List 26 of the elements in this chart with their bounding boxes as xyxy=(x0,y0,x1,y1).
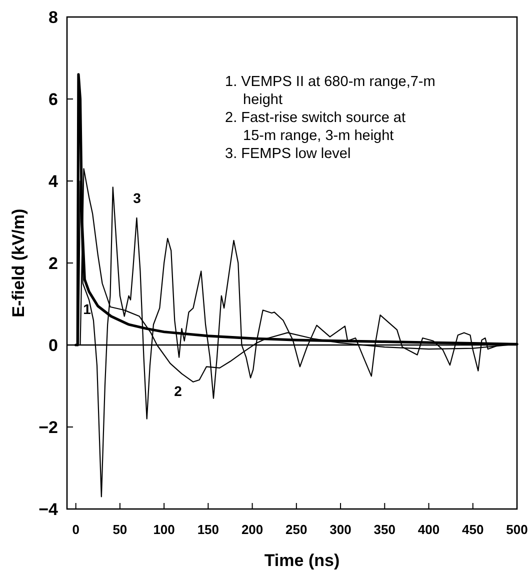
x-tick-label: 300 xyxy=(330,522,352,537)
annotation: 2. Fast-rise switch source at 15-m range, 3-m height xyxy=(225,110,406,144)
y-tick-label: −4 xyxy=(38,500,59,519)
y-tick-label: 2 xyxy=(48,254,58,273)
x-tick-label: 350 xyxy=(374,522,396,537)
x-tick-label: 100 xyxy=(153,522,175,537)
x-tick-label: 150 xyxy=(197,522,220,537)
y-tick-label: 0 xyxy=(48,336,58,355)
y-tick-label: 4 xyxy=(48,172,59,191)
y-tick-label: 6 xyxy=(48,90,58,109)
x-tick-label: 50 xyxy=(112,522,128,537)
annotation: 1. VEMPS II at 680-m range,7-m height xyxy=(225,74,436,108)
x-axis-title: Time (ns) xyxy=(264,551,340,570)
x-tick-label: 500 xyxy=(506,522,528,537)
y-tick-label: 8 xyxy=(48,8,58,27)
x-tick-label: 200 xyxy=(241,522,264,537)
y-tick-label: −2 xyxy=(38,418,58,437)
annotation: 2 xyxy=(174,383,182,399)
x-tick-label: 400 xyxy=(418,522,440,537)
y-axis-title: E-field (kV/m) xyxy=(9,208,28,318)
annotation: 3. FEMPS low level xyxy=(225,146,351,162)
x-tick-label: 450 xyxy=(462,522,484,537)
x-tick-label: 250 xyxy=(286,522,308,537)
annotation: 1 xyxy=(83,301,92,317)
x-tick-label: 0 xyxy=(72,522,80,537)
annotation: 3 xyxy=(133,190,142,206)
